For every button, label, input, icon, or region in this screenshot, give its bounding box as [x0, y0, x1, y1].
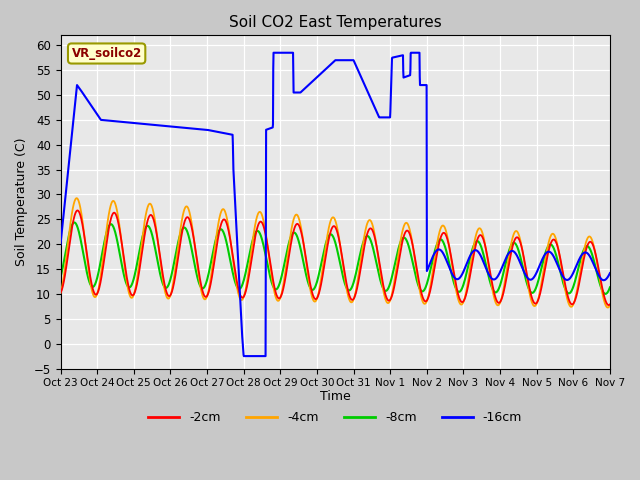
Title: Soil CO2 East Temperatures: Soil CO2 East Temperatures: [229, 15, 442, 30]
Legend: -2cm, -4cm, -8cm, -16cm: -2cm, -4cm, -8cm, -16cm: [143, 406, 527, 429]
X-axis label: Time: Time: [320, 390, 351, 403]
Y-axis label: Soil Temperature (C): Soil Temperature (C): [15, 138, 28, 266]
Text: VR_soilco2: VR_soilco2: [72, 47, 142, 60]
